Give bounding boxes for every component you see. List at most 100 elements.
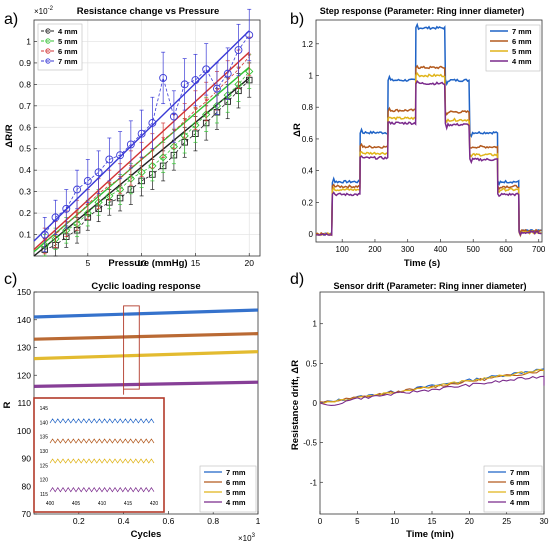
data-point [169,142,179,151]
data-point [202,65,211,74]
y-tick-label: 100 [17,426,31,436]
plot-frame [33,19,261,257]
y-tick-label: 120 [17,370,31,380]
legend-box [199,465,257,513]
data-point [213,84,221,93]
data-point [223,69,232,78]
inset-y-tick-label: 125 [40,463,49,469]
x-tick-label: 300 [401,245,415,254]
data-point [126,140,135,149]
data-point [148,119,157,127]
data-point [234,46,243,54]
panel-c-xlabel: Cycles [131,529,162,540]
y-tick-label: 0.3 [19,187,31,197]
legend-entry: 5 mm [58,37,78,46]
data-point: * [161,135,165,146]
x-tick-label: 25 [502,517,511,526]
panel-d-ylabel: Resistance drift, ΔR [290,360,301,450]
series-line [33,380,259,388]
x-tick-label: 0 [318,517,323,526]
x-tick-label: 0.4 [118,516,130,526]
series-line [319,375,545,406]
y-tick-label: 0.8 [19,79,31,89]
data-point [180,131,189,140]
x-tick-label: 15 [191,258,201,268]
inset-series-line [49,458,155,464]
panel-d-xlabel: Time (min) [406,529,454,540]
y-tick-label: 110 [17,398,31,408]
y-tick-label: 0.5 [306,359,318,368]
inset-series-line [49,487,155,493]
inset-x-tick-label: 405 [72,501,81,507]
y-tick-label: 0.2 [302,198,314,207]
panel-b-xlabel: Time (s) [404,258,440,269]
x-tick-label: 20 [245,258,255,268]
x-tick-label: 0.6 [162,516,174,526]
legend-entry: 7 mm [226,468,246,477]
data-point: * [75,210,79,221]
inset-y-tick-label: 145 [40,406,49,412]
legend-entry: 4 mm [226,498,246,507]
panel-c-title: Cyclic loading response [91,281,200,292]
y-tick-label: 70 [22,509,32,519]
legend-entry: 6 mm [58,47,78,56]
legend-entry: 5 mm [226,488,246,497]
panel-b-ylabel: ΔR [292,123,303,137]
y-tick-label: 1 [309,72,314,81]
y-tick-label: 0.7 [19,101,31,111]
data-point: * [54,230,58,241]
y-tick-label: 0 [309,230,314,239]
inset-series-line [49,438,155,444]
data-point [94,168,103,177]
y-tick-label: 0.2 [19,208,31,218]
legend-entry: 6 mm [512,37,532,46]
inset-x-tick-label: 415 [124,501,133,507]
x-tick-label: 5 [85,258,90,268]
legend-box [483,465,543,513]
y-tick-label: 0.4 [302,167,314,176]
panel-d: d) Sensor drift (Parameter: Ring inner d… [290,271,549,540]
panel-d-title: Sensor drift (Parameter: Ring inner diam… [333,281,526,291]
panel-c-label: c) [4,271,17,288]
series-line [44,56,250,242]
y-tick-label: 1 [26,36,31,46]
legend-marker [45,28,51,34]
inset-y-tick-label: 120 [40,478,49,484]
x-tick-label: 15 [428,517,437,526]
data-point [51,213,60,222]
y-tick-label: 90 [22,454,32,464]
data-point: * [86,200,90,211]
series-line [44,79,250,250]
y-tick-label: 0.6 [302,135,314,144]
panel-a-ylabel: ΔR/R [4,124,15,147]
data-point [83,176,92,185]
panel-c-exponent: ×103 [238,533,256,542]
x-tick-label: 0.2 [73,516,85,526]
data-point: * [97,189,101,200]
data-point: * [140,154,144,165]
x-tick-label: 1 [256,516,261,526]
data-point [169,112,178,121]
panel-d-label: d) [290,271,304,288]
panel-b-title: Step response (Parameter: Ring inner dia… [320,6,525,16]
data-point [245,31,254,39]
legend-entry: 4 mm [512,57,532,66]
x-tick-label: 5 [355,517,360,526]
data-point [191,76,200,85]
series-line [33,350,259,361]
x-tick-label: 600 [499,245,513,254]
x-tick-label: 200 [368,245,382,254]
y-tick-label: 130 [17,343,31,353]
series-line [319,368,545,403]
x-tick-label: 500 [467,245,481,254]
data-point [159,153,168,162]
x-tick-label: 100 [336,245,350,254]
y-tick-label: 0.8 [302,103,314,112]
panel-a-title: Resistance change vs Pressure [77,6,220,17]
y-tick-label: 1 [313,320,318,329]
panel-a-label: a) [4,11,18,28]
x-tick-label: 10 [137,258,147,268]
data-point: * [183,116,187,127]
y-tick-label: 80 [22,481,32,491]
